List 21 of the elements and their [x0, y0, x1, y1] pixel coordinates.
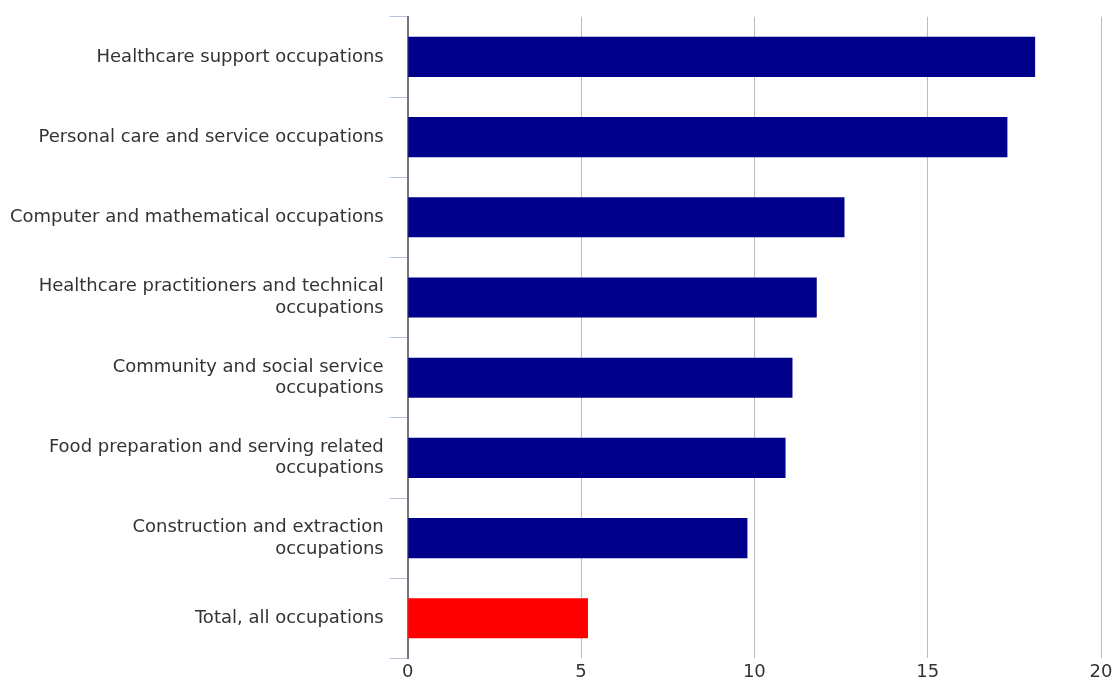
y-tick-label: Construction and extraction occupations	[132, 514, 384, 558]
bar	[408, 197, 845, 238]
bar	[408, 437, 786, 478]
y-tick-label: Computer and mathematical occupations	[9, 204, 384, 226]
bar	[408, 117, 1008, 158]
x-tick-label: 15	[916, 659, 940, 681]
y-tick-label: Healthcare practitioners and technical occupations	[38, 274, 384, 317]
x-tick-label: 10	[742, 659, 766, 681]
bar	[408, 518, 748, 559]
bar	[408, 598, 588, 639]
x-tick-label: 0	[401, 659, 414, 681]
x-tick-label: 20	[1089, 659, 1113, 681]
x-tick-label: 5	[575, 659, 587, 681]
y-tick-label: Personal care and service occupations	[38, 124, 384, 146]
y-tick-label: Community and social service occupations	[112, 354, 384, 398]
bar	[408, 277, 817, 318]
y-tick-label: Healthcare support occupations	[96, 44, 384, 66]
y-tick-label: Total, all occupations	[193, 605, 384, 627]
bar	[408, 357, 793, 398]
bar	[408, 36, 1036, 77]
y-tick-label: Food preparation and serving related occupations	[48, 434, 384, 478]
